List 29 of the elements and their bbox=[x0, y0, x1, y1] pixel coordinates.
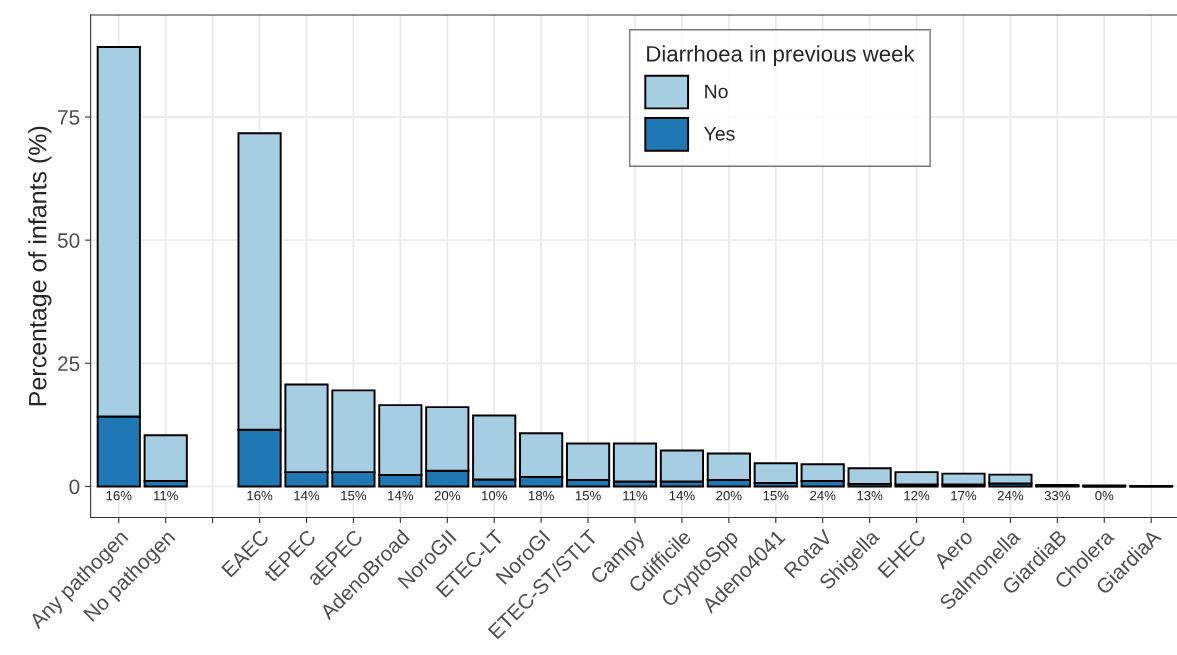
annotation: 16% bbox=[247, 490, 273, 501]
annotation: 0% bbox=[1095, 490, 1114, 501]
y-axis-title: Percentage of infants (%) bbox=[28, 126, 52, 406]
annotation: 14% bbox=[294, 490, 320, 501]
annotation: 11% bbox=[623, 490, 648, 501]
legend-label: Yes bbox=[704, 127, 735, 141]
legend-label: No bbox=[705, 84, 728, 99]
y-tick-label: 50 bbox=[57, 233, 80, 248]
y-tick-label: 75 bbox=[58, 110, 80, 125]
annotation: 15% bbox=[763, 490, 789, 501]
legend-title: Diarrhoea in previous week bbox=[647, 45, 915, 67]
annotation: 24% bbox=[997, 490, 1024, 501]
annotation: 12% bbox=[904, 490, 930, 501]
annotation: 11% bbox=[154, 490, 178, 501]
annotation: 15% bbox=[575, 490, 601, 501]
annotation: 20% bbox=[434, 490, 461, 501]
annotation: 33% bbox=[1044, 490, 1071, 501]
annotation: 24% bbox=[810, 490, 836, 501]
annotation: 14% bbox=[669, 490, 695, 501]
annotation: 15% bbox=[341, 490, 367, 501]
annotation: 16% bbox=[106, 490, 132, 501]
annotation: 18% bbox=[528, 490, 554, 501]
y-tick-label: 0 bbox=[69, 479, 80, 495]
annotation: 20% bbox=[716, 490, 742, 501]
annotation: 13% bbox=[857, 490, 883, 501]
annotation: 17% bbox=[951, 490, 977, 501]
annotation: 14% bbox=[388, 490, 414, 501]
annotation: 10% bbox=[482, 490, 507, 501]
y-tick-label: 25 bbox=[58, 356, 80, 372]
